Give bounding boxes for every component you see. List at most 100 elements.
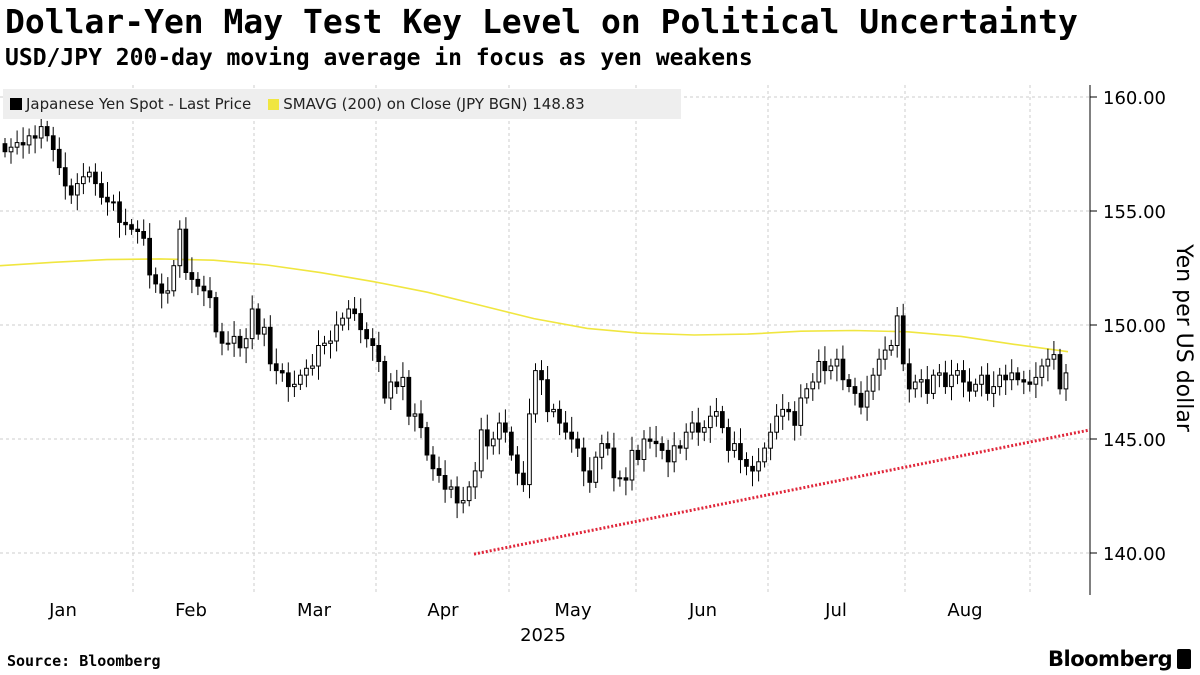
candle-body-down — [255, 308, 261, 335]
candlestick — [105, 182, 110, 216]
candlestick — [991, 371, 996, 408]
candlestick — [521, 461, 526, 492]
candle-body-up — [894, 315, 900, 346]
candle-body-down — [605, 443, 611, 449]
support-trendline — [473, 428, 1091, 556]
candle-body-down — [635, 449, 641, 460]
candlestick — [388, 373, 394, 410]
candlestick — [20, 127, 26, 159]
candlestick — [352, 297, 357, 321]
candle-body-up — [768, 431, 773, 449]
candle-body-down — [653, 440, 659, 445]
candle-body-down — [623, 477, 629, 481]
candle-body-up — [671, 445, 677, 463]
candlestick — [858, 381, 864, 415]
candlestick — [292, 370, 297, 397]
candle-body-down — [750, 465, 755, 472]
candlestick — [985, 363, 990, 401]
candle-body-down — [117, 201, 122, 223]
trendline-layer — [473, 428, 1091, 556]
candlestick — [358, 298, 363, 344]
candle-body-down — [370, 338, 376, 347]
candlestick — [918, 369, 924, 398]
candle-body-up — [316, 345, 321, 367]
candlestick — [846, 374, 852, 393]
candlestick — [273, 348, 279, 385]
x-tick-label: Apr — [427, 600, 459, 621]
candlestick — [653, 426, 659, 458]
candlestick — [671, 432, 677, 473]
candlestick — [701, 420, 707, 442]
legend-item-spot: Japanese Yen Spot - Last Price — [10, 95, 251, 113]
candle-body-up — [864, 390, 870, 408]
candle-body-down — [900, 315, 906, 365]
candlestick — [62, 152, 68, 200]
candlestick — [316, 330, 321, 380]
candlestick — [557, 400, 562, 436]
candle-body-down — [56, 148, 62, 169]
candle-body-down — [569, 431, 574, 440]
candlestick — [509, 426, 514, 461]
chart-subtitle: USD/JPY 200-day moving average in focus … — [5, 45, 753, 71]
candlestick — [804, 383, 810, 404]
candle-body-up — [322, 342, 327, 347]
candlestick — [50, 126, 56, 162]
candlestick — [8, 138, 14, 164]
candle-body-up — [973, 383, 978, 392]
candle-body-down — [279, 370, 285, 374]
candlestick — [14, 130, 20, 155]
candle-body-up — [617, 477, 623, 480]
candlestick — [2, 138, 8, 158]
candle-body-up — [533, 370, 538, 415]
candlestick — [840, 345, 846, 391]
x-tick-label: Jan — [48, 600, 77, 621]
candlestick — [231, 321, 237, 357]
candle-body-down — [726, 427, 731, 451]
candle-body-up — [75, 183, 80, 196]
brand-text: Bloomberg — [1048, 647, 1173, 671]
candlestick — [340, 312, 345, 331]
candlestick — [497, 412, 502, 455]
candlestick — [551, 403, 556, 418]
candle-body-down — [32, 135, 38, 139]
candlestick — [792, 401, 798, 441]
y-tick-label: 160.00 — [1103, 88, 1166, 109]
candle-body-down — [677, 445, 683, 449]
candlestick — [279, 363, 285, 382]
candle-body-down — [195, 278, 201, 287]
candle-body-down — [99, 183, 104, 198]
candlestick — [484, 414, 490, 460]
candle-body-down — [665, 449, 671, 463]
candlestick — [460, 486, 466, 514]
candlestick — [888, 339, 894, 356]
candlestick — [900, 303, 906, 372]
candle-body-down — [792, 411, 798, 426]
candle-body-down — [237, 335, 243, 349]
candlestick — [364, 322, 369, 348]
candle-body-up — [111, 201, 116, 204]
sma-line — [0, 258, 1069, 353]
candlestick — [195, 272, 201, 296]
candle-body-down — [213, 297, 219, 333]
candle-body-down — [2, 143, 8, 153]
candle-body-up — [87, 171, 92, 178]
candle-body-down — [484, 429, 490, 447]
candle-body-down — [68, 185, 74, 196]
candlestick — [563, 411, 568, 440]
candlestick — [852, 377, 858, 406]
candle-body-down — [147, 237, 153, 276]
candle-body-up — [918, 379, 924, 383]
candlestick — [406, 370, 412, 426]
candlestick — [768, 423, 773, 461]
candlestick — [599, 434, 605, 470]
candlestick — [677, 440, 683, 454]
sma-line-layer — [0, 258, 1069, 353]
y-tick-label: 140.00 — [1103, 544, 1166, 565]
candle-body-down — [364, 329, 369, 340]
candle-body-down — [20, 142, 26, 146]
candle-body-down — [846, 379, 852, 388]
candlestick — [430, 446, 436, 481]
candle-body-up — [26, 135, 32, 146]
candlestick — [641, 430, 647, 472]
candlestick — [665, 439, 671, 478]
